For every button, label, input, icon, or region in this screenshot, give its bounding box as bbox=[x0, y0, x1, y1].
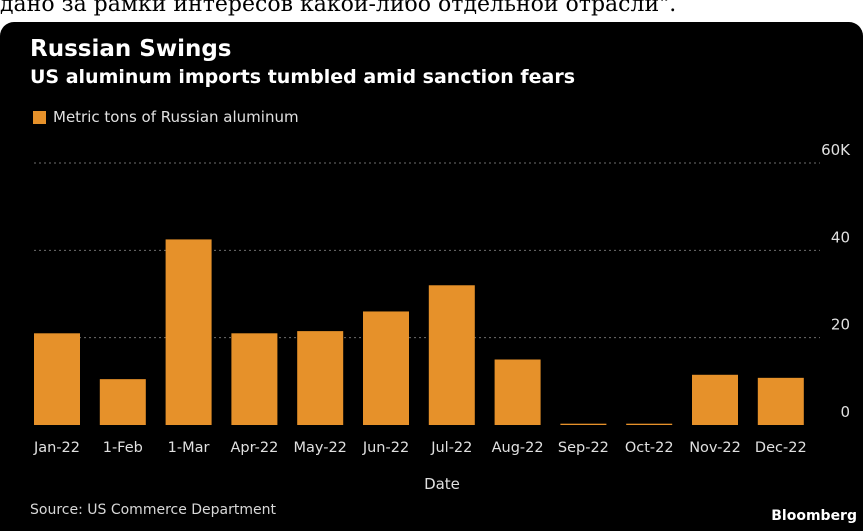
x-tick-label: Dec-22 bbox=[755, 440, 807, 456]
y-tick-label: 40 bbox=[831, 228, 850, 246]
x-tick-label: Nov-22 bbox=[689, 440, 741, 456]
bloomberg-logo: Bloomberg bbox=[771, 508, 857, 524]
bar-may-22 bbox=[297, 331, 344, 425]
bar-apr-22 bbox=[231, 333, 278, 425]
x-tick-label: Jun-22 bbox=[362, 440, 409, 456]
source-note: Source: US Commerce Department bbox=[30, 502, 276, 518]
x-tick-label: Aug-22 bbox=[492, 440, 544, 456]
y-axis-ticks: 0 20 40 60K bbox=[821, 141, 851, 421]
x-axis-label: Date bbox=[424, 475, 460, 493]
bar-jan-22 bbox=[34, 333, 80, 425]
y-tick-label: 60K bbox=[821, 141, 851, 159]
y-tick-label: 20 bbox=[831, 316, 850, 334]
legend-label: Metric tons of Russian aluminum bbox=[53, 108, 299, 126]
chart-title: Russian Swings bbox=[30, 36, 232, 62]
x-tick-label: Oct-22 bbox=[625, 440, 674, 456]
x-tick-label: 1-Feb bbox=[103, 440, 143, 456]
legend-swatch bbox=[33, 110, 46, 124]
bar-chart: 0 20 40 60K Jan-22 1-Feb 1-Mar Apr-22 May-22 Jun… bbox=[33, 141, 851, 493]
bar-sep-22 bbox=[560, 423, 607, 425]
top-cropped-text-strip: дано за рамки интересов какой-либо отдел… bbox=[0, 0, 863, 22]
chart-panel: Russian Swings US aluminum imports tumbl… bbox=[0, 22, 863, 531]
chart-subtitle: US aluminum imports tumbled amid sanctio… bbox=[30, 66, 576, 88]
bar-nov-22 bbox=[692, 374, 738, 425]
x-tick-label: 1-Mar bbox=[168, 440, 210, 456]
x-tick-label: May-22 bbox=[293, 440, 346, 456]
x-tick-label: Jan-22 bbox=[33, 440, 80, 456]
x-tick-label: Apr-22 bbox=[230, 440, 278, 456]
x-axis-ticks: Jan-22 1-Feb 1-Mar Apr-22 May-22 Jun-22 Jul-22… bbox=[33, 440, 807, 456]
x-tick-label: Jul-22 bbox=[430, 440, 472, 456]
bar-jul-22 bbox=[428, 285, 475, 425]
grid-lines bbox=[34, 162, 820, 339]
bar-jun-22 bbox=[363, 311, 409, 425]
bar-oct-22 bbox=[626, 423, 673, 425]
bar-aug-22 bbox=[494, 359, 541, 425]
legend: Metric tons of Russian aluminum bbox=[33, 108, 299, 126]
y-tick-label: 0 bbox=[840, 403, 850, 421]
bar-dec-22 bbox=[757, 377, 804, 425]
bars bbox=[34, 239, 804, 425]
bar-1-feb bbox=[99, 379, 146, 425]
bar-1-mar bbox=[165, 239, 212, 425]
x-tick-label: Sep-22 bbox=[558, 440, 609, 456]
cropped-header-text: дано за рамки интересов какой-либо отдел… bbox=[0, 0, 677, 17]
